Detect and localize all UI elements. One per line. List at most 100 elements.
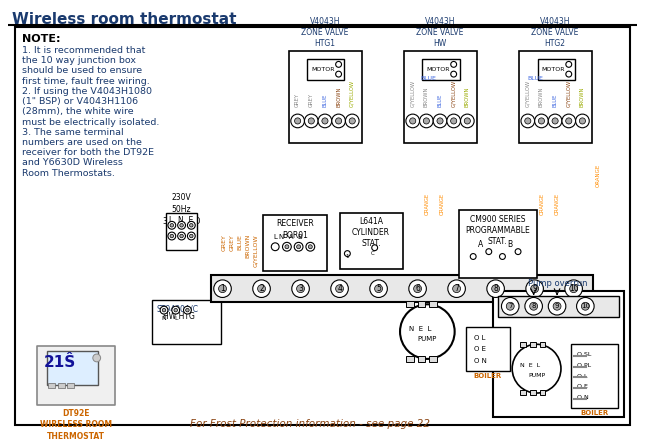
Circle shape xyxy=(548,114,562,128)
Bar xyxy=(289,51,362,143)
Text: 10: 10 xyxy=(581,303,590,309)
Circle shape xyxy=(553,302,561,310)
Circle shape xyxy=(331,280,348,297)
Text: BOILER: BOILER xyxy=(580,409,608,416)
Text: BROWN: BROWN xyxy=(580,87,585,107)
Circle shape xyxy=(180,224,183,227)
Bar xyxy=(497,295,619,317)
Text: 21Ŝ: 21Ŝ xyxy=(43,355,75,370)
Bar xyxy=(493,291,624,417)
Text: 4: 4 xyxy=(337,284,342,293)
Circle shape xyxy=(184,306,192,314)
Text: (1" BSP) or V4043H1106: (1" BSP) or V4043H1106 xyxy=(22,97,138,106)
Circle shape xyxy=(419,114,433,128)
Bar xyxy=(48,383,55,388)
Text: GREY: GREY xyxy=(222,234,227,251)
Text: L641A
CYLINDER
STAT.: L641A CYLINDER STAT. xyxy=(352,216,390,248)
Text: ORANGE: ORANGE xyxy=(439,193,444,215)
Circle shape xyxy=(579,118,586,124)
Circle shape xyxy=(186,308,189,312)
Circle shape xyxy=(306,242,315,251)
Circle shape xyxy=(297,285,304,293)
Circle shape xyxy=(413,285,422,293)
Text: 8: 8 xyxy=(531,303,536,309)
Bar xyxy=(422,59,459,80)
Text: G/YELLOW: G/YELLOW xyxy=(566,80,571,107)
Circle shape xyxy=(400,304,455,359)
Text: Room Thermostats.: Room Thermostats. xyxy=(22,169,115,178)
Bar xyxy=(430,301,437,307)
Text: BOILER: BOILER xyxy=(473,372,502,379)
Text: first time, fault free wiring.: first time, fault free wiring. xyxy=(22,76,150,85)
Circle shape xyxy=(375,285,382,293)
Bar xyxy=(519,51,592,143)
Circle shape xyxy=(409,280,426,297)
Circle shape xyxy=(515,249,521,254)
Circle shape xyxy=(170,234,174,238)
Circle shape xyxy=(168,221,175,229)
Text: O N: O N xyxy=(474,358,487,364)
Bar xyxy=(68,383,74,388)
Circle shape xyxy=(295,118,301,124)
Circle shape xyxy=(349,118,355,124)
Text: O E: O E xyxy=(474,346,486,352)
Bar xyxy=(466,327,510,371)
Bar xyxy=(406,301,413,307)
Text: GREY: GREY xyxy=(230,234,235,251)
Text: O L: O L xyxy=(577,374,587,379)
Text: BLUE: BLUE xyxy=(437,94,442,107)
Text: BROWN: BROWN xyxy=(245,234,250,258)
Circle shape xyxy=(506,302,514,310)
Bar xyxy=(571,344,617,408)
Text: ST9400A/C: ST9400A/C xyxy=(156,304,198,313)
Bar xyxy=(530,342,535,347)
Bar xyxy=(166,213,197,250)
Text: A: A xyxy=(479,240,484,249)
Text: N: N xyxy=(162,316,166,321)
Text: BLUE: BLUE xyxy=(553,94,558,107)
Text: HW HTG: HW HTG xyxy=(163,312,195,321)
Circle shape xyxy=(335,61,341,67)
Text: For Frost Protection information - see page 22: For Frost Protection information - see p… xyxy=(190,419,430,429)
Text: V4043H
ZONE VALVE
HW: V4043H ZONE VALVE HW xyxy=(416,17,464,48)
Circle shape xyxy=(566,61,571,67)
Bar xyxy=(406,356,413,362)
Text: C: C xyxy=(371,251,375,256)
Circle shape xyxy=(570,285,577,293)
Bar xyxy=(417,301,426,307)
Circle shape xyxy=(470,253,476,259)
Text: PUMP: PUMP xyxy=(418,337,437,342)
Bar xyxy=(152,300,221,344)
Text: CM900 SERIES
PROGRAMMABLE
STAT.: CM900 SERIES PROGRAMMABLE STAT. xyxy=(465,215,530,246)
Bar xyxy=(404,51,477,143)
Circle shape xyxy=(370,280,388,297)
Circle shape xyxy=(93,354,101,362)
Text: O SL: O SL xyxy=(577,352,591,357)
Text: the 10 way junction box: the 10 way junction box xyxy=(22,56,135,65)
Circle shape xyxy=(304,114,318,128)
Text: BROWN: BROWN xyxy=(424,87,429,107)
Circle shape xyxy=(525,118,531,124)
Text: PUMP: PUMP xyxy=(528,373,545,378)
Text: V4043H
ZONE VALVE
HTG1: V4043H ZONE VALVE HTG1 xyxy=(301,17,349,48)
Bar xyxy=(211,275,593,302)
Circle shape xyxy=(335,71,341,77)
Text: ORANGE: ORANGE xyxy=(555,193,560,215)
Circle shape xyxy=(548,297,566,315)
Circle shape xyxy=(406,114,419,128)
Text: L: L xyxy=(273,234,277,240)
Circle shape xyxy=(170,224,174,227)
Circle shape xyxy=(172,306,179,314)
Text: 1: 1 xyxy=(220,284,225,293)
Text: 10: 10 xyxy=(569,284,579,293)
Circle shape xyxy=(190,224,193,227)
Circle shape xyxy=(297,245,301,249)
Text: BLUE: BLUE xyxy=(528,76,544,81)
Text: should be used to ensure: should be used to ensure xyxy=(22,66,142,76)
Text: N  E  L: N E L xyxy=(410,326,432,332)
Text: G/YELLOW: G/YELLOW xyxy=(410,80,415,107)
Text: ORANGE: ORANGE xyxy=(596,164,601,187)
Circle shape xyxy=(372,245,377,251)
Circle shape xyxy=(335,118,342,124)
Circle shape xyxy=(174,308,177,312)
